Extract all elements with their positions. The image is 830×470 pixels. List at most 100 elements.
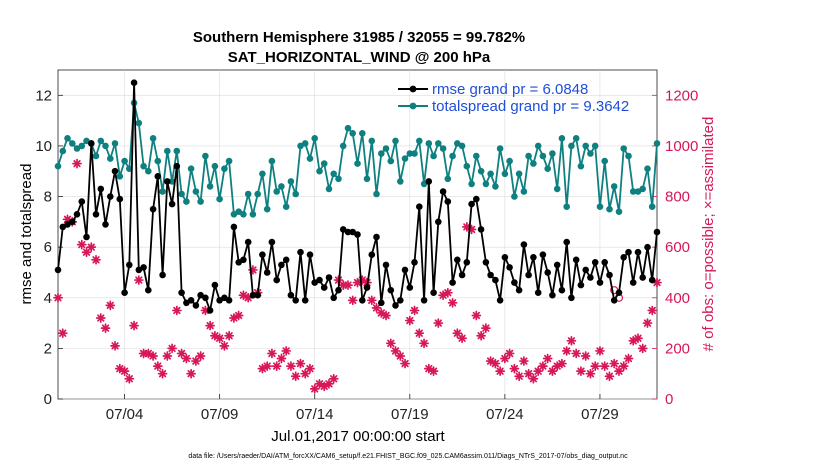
obs-assimilated-point [347,295,358,306]
obs-assimilated-point [490,358,501,369]
rmse-point [596,279,604,286]
totalspread-point [644,165,651,172]
totalspread-point [192,188,200,195]
obs-assimilated-point [91,254,101,265]
totalspread-point [311,135,319,142]
totalspread-point [183,198,190,205]
totalspread-point [273,188,281,195]
y-tick-label-right: 1000 [665,138,698,155]
rmse-point [463,259,471,266]
y-tick-label-left: 2 [44,340,52,357]
obs-assimilated-point [542,353,553,364]
obs-assimilated-point [509,363,520,374]
rmse-point [116,195,124,203]
chart-title-line1: Southern Hemisphere 31985 / 32055 = 99.7… [193,29,525,46]
totalspread-point [430,152,437,160]
x-tick-label: 07/09 [201,406,239,423]
rmse-series [54,79,661,314]
obs-assimilated-point [590,361,601,371]
rmse-point [496,297,504,304]
rmse-point [107,193,114,200]
rmse-point [439,188,447,195]
obs-assimilated-point [609,358,620,369]
rmse-point [416,203,423,210]
rmse-point [610,297,618,304]
obs-assimilated-point [457,333,467,344]
obs-assimilated-point [162,351,173,361]
totalspread-point [648,203,656,210]
obs-assimilated-point [295,358,306,369]
rmse-point [249,291,257,299]
totalspread-point [525,152,532,160]
obs-assimilated-point [595,346,605,356]
rmse-point [168,200,176,208]
totalspread-point [140,162,147,170]
rmse-point [487,271,494,279]
totalspread-point [482,180,490,188]
legend-label-totalspread: totalspread grand pr = 9.3642 [432,98,629,115]
obs-assimilated-point [181,353,192,364]
rmse-point [449,279,456,286]
totalspread-point [463,162,471,170]
obs-assimilated-point [557,358,567,369]
obs-assimilated-point [81,247,92,258]
y-axis-left-label: rmse and totalspread [18,164,35,305]
totalspread-point [78,142,86,150]
obs-assimilated-point [72,158,82,169]
rmse-point [363,284,371,291]
rmse-point [145,286,152,294]
rmse-point [102,221,109,228]
rmse-point [511,279,518,286]
obs-assimilated-point [105,300,116,311]
rmse-point [192,302,200,309]
chart-title-line2: SAT_HORIZONTAL_WIND @ 200 hPa [228,49,491,66]
rmse-point [54,266,62,274]
rmse-point [615,289,623,297]
rmse-point [149,205,157,213]
obs-assimilated-point [381,310,391,321]
obs-assimilated-point [390,346,401,356]
rmse-point [563,238,570,246]
obs-assimilated-point [86,242,97,253]
totalspread-point [629,188,637,195]
totalspread-point [339,142,347,150]
obs-assimilated-point [133,275,144,285]
rmse-point [625,248,632,256]
obs-assimilated-point [271,361,282,371]
rmse-point [263,269,271,276]
y-tick-label-right: 800 [665,189,690,206]
rmse-point [330,294,338,302]
obs-assimilated-point [205,320,215,331]
obs-assimilated-point [442,287,453,298]
totalspread-point [135,119,143,127]
rmse-point [287,291,295,299]
totalspread-point [282,203,290,210]
obs-assimilated-point [447,297,458,308]
totalspread-point [164,147,171,155]
totalspread-point [515,170,523,178]
obs-assimilated-point [647,305,658,316]
legend: rmse grand pr = 6.0848 totalspread grand… [398,81,629,115]
totalspread-point [320,160,328,167]
rmse-point [344,228,352,236]
totalspread-point [558,135,566,142]
totalspread-point [416,137,423,145]
y-axis-right-label: # of obs: o=possible; ×=assimilated [700,117,717,352]
rmse-point [154,173,162,180]
rmse-point [259,251,266,258]
totalspread-point [572,135,580,142]
totalspread-point [107,155,114,162]
totalspread-point [492,183,499,190]
rmse-point [202,294,209,302]
rmse-point [435,218,442,226]
rmse-point [230,223,238,231]
obs-assimilated-point [433,318,444,328]
rmse-point [534,289,542,297]
obs-assimilated-point [428,366,439,377]
totalspread-point [225,157,233,165]
totalspread-point [620,145,627,152]
rmse-point [73,211,81,218]
obs-assimilated-point [76,239,87,250]
totalspread-point [263,205,271,213]
totalspread-point [59,147,67,155]
